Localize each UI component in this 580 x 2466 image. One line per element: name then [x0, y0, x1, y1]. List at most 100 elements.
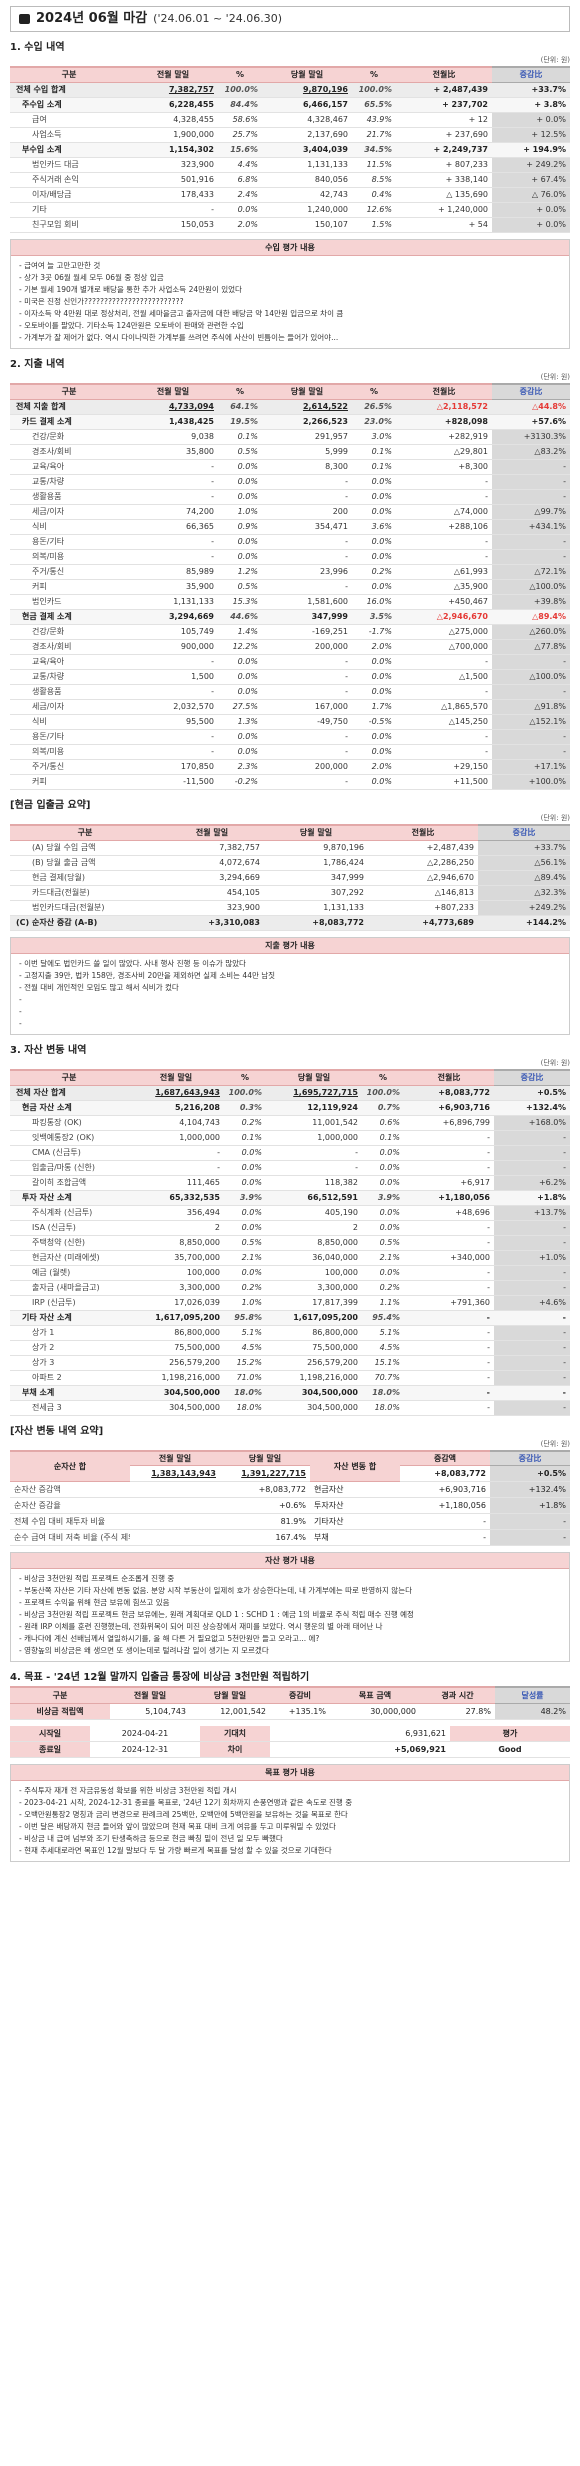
row-label: 경조사/회비 — [10, 639, 128, 655]
amount-cell: 1,131,133 — [262, 157, 352, 173]
row-label: 주식거래 손익 — [10, 172, 128, 188]
row-label: 아파트 2 — [10, 1370, 128, 1386]
percent-cell: 71.0% — [224, 1370, 266, 1386]
change-rate-cell: - — [492, 549, 570, 565]
amount-cell: 356,494 — [128, 1205, 224, 1221]
amount-cell: 86,800,000 — [266, 1325, 362, 1341]
percent-cell: 26.5% — [352, 399, 396, 415]
change-amount-cell: - — [404, 1235, 494, 1251]
change-amount-cell: △145,250 — [396, 714, 492, 730]
amount-cell: +3,310,083 — [160, 915, 264, 931]
amount-cell: - — [262, 489, 352, 505]
row-label: 주택청약 (신한) — [10, 1235, 128, 1251]
percent-cell: 0.0% — [352, 684, 396, 700]
assets-header-row: 구분 전월 말일% 당월 말일% 전월比 증감比 — [10, 1069, 570, 1086]
change-amount-cell: △275,000 — [396, 624, 492, 640]
table-row: 주거/통신 85,989 1.2% 23,996 0.2% △61,993 △72.1% — [10, 564, 570, 580]
row-label: 현금 결제(당월) — [10, 870, 160, 886]
row-label: 법인카드대금(전월분) — [10, 900, 160, 916]
table-row: 전세금 3 304,500,000 18.0% 304,500,000 18.0% - - — [10, 1400, 570, 1416]
change-amount-cell: + 2,249,737 — [396, 142, 492, 158]
amount-cell: 66,512,591 — [266, 1190, 362, 1206]
amount-cell: 100,000 — [266, 1265, 362, 1281]
row-label: 갈이히 조합금액 — [10, 1175, 128, 1191]
note-item: 가계부가 잘 제어가 없다. 역시 다이나믹한 가계부를 쓰려면 주식에 사산이… — [19, 332, 561, 344]
subtotal-row: 주수입 소계 6,228,455 84.4% 6,466,157 65.5% + 237,… — [10, 97, 570, 113]
percent-cell: 1.1% — [362, 1295, 404, 1311]
table-row: 친구모임 회비 150,053 2.0% 150,107 1.5% + 54 + 0.0% — [10, 217, 570, 233]
change-amount-cell: - — [396, 534, 492, 550]
amount-cell: 5,999 — [262, 444, 352, 460]
amount-cell: 111,465 — [128, 1175, 224, 1191]
percent-cell: 0.5% — [362, 1235, 404, 1251]
amount-cell: 85,989 — [128, 564, 218, 580]
change-rate-cell: - — [492, 459, 570, 475]
change-rate-cell: - — [494, 1370, 570, 1386]
row-label: 의복/미용 — [10, 549, 128, 565]
prev-col: 전월 말일 — [130, 1449, 220, 1467]
amount-cell: 501,916 — [128, 172, 218, 188]
amount-cell: 170,850 — [128, 759, 218, 775]
amount-cell: - — [262, 654, 352, 670]
percent-cell: 64.1% — [218, 399, 262, 415]
summary-label: 순수 급여 대비 저축 비율 (주식 제외) — [10, 1529, 130, 1547]
change-rate-cell: △100.0% — [492, 579, 570, 595]
percent-cell: 0.1% — [224, 1130, 266, 1146]
report-header: 2024년 06월 마감 ('24.06.01 ~ '24.06.30) — [10, 6, 570, 32]
amount-cell: - — [262, 549, 352, 565]
row-label: 출자금 (새마을금고) — [10, 1280, 128, 1296]
curr-col: 당월 말일 — [220, 1449, 310, 1467]
percent-cell: 18.0% — [362, 1385, 404, 1401]
total-row: 전체 자산 합계 1,687,643,943 100.0% 1,695,727,715… — [10, 1085, 570, 1101]
change-rate-cell: - — [494, 1340, 570, 1356]
income-notes: 수입 평가 내용 급여여 늘 고만고만한 것상가 3곳 06월 월세 모두 06… — [10, 238, 570, 349]
change-amount-cell: - — [404, 1325, 494, 1341]
table-row: 식비 95,500 1.3% -49,750 -0.5% △145,250 △152.1% — [10, 714, 570, 730]
table-row: 주거/통신 170,850 2.3% 200,000 2.0% +29,150 +17.1% — [10, 759, 570, 775]
amount-cell: 9,038 — [128, 429, 218, 445]
row-label: 투자 자산 소계 — [10, 1190, 128, 1206]
percent-cell: 8.5% — [352, 172, 396, 188]
percent-cell: 0.2% — [362, 1280, 404, 1296]
percent-cell: -1.7% — [352, 624, 396, 640]
amount-cell: - — [128, 744, 218, 760]
table-row: CMA (신금투) -0.0% -0.0% - - — [10, 1145, 570, 1161]
percent-cell: 0.2% — [224, 1115, 266, 1131]
expect-label: 기대치 — [200, 1725, 270, 1743]
row-label: 이자/배당금 — [10, 187, 128, 203]
percent-cell: 0.0% — [224, 1145, 266, 1161]
col-header: 증감比 — [478, 824, 570, 841]
percent-cell: 100.0% — [224, 1085, 266, 1101]
percent-cell: 3.9% — [362, 1190, 404, 1206]
change-amount-cell: +791,360 — [404, 1295, 494, 1311]
change-amount-cell: - — [404, 1265, 494, 1281]
table-row: IRP (신금투) 17,026,039 1.0% 17,817,399 1.1% +79… — [10, 1295, 570, 1311]
change-amount-cell: +6,903,716 — [404, 1100, 494, 1116]
amount-cell: 2,266,523 — [262, 414, 352, 430]
percent-cell: 3.0% — [352, 429, 396, 445]
table-row: 기타 -0.0% 1,240,000 12.6% + 1,240,000 + 0.0% — [10, 202, 570, 218]
amount-cell: 2,614,522 — [262, 399, 352, 415]
percent-cell: 100.0% — [218, 82, 262, 98]
cashflow-body: (A) 당월 수입 금액 7,382,757 9,870,196 +2,487,439… — [10, 840, 570, 931]
goal-heading: 4. 목표 - '24년 12월 말까지 입출금 통장에 비상금 3천만원 적립… — [10, 1672, 310, 1684]
percent-cell: 2.1% — [362, 1250, 404, 1266]
change-amount-cell: - — [396, 489, 492, 505]
assets-table: 구분 전월 말일% 당월 말일% 전월比 증감比 전체 자산 합계 1,687,643,9… — [10, 1069, 570, 1416]
row-label: 급여 — [10, 112, 128, 128]
row-label: ISA (신금투) — [10, 1220, 128, 1236]
summary-value: +1.8% — [490, 1497, 570, 1515]
report-period: ('24.06.01 ~ '24.06.30) — [153, 12, 282, 26]
change-amount-cell: + 338,140 — [396, 172, 492, 188]
amount-cell: 12,119,924 — [266, 1100, 362, 1116]
row-label: 건강/문화 — [10, 429, 128, 445]
change-rate-cell: +57.6% — [492, 414, 570, 430]
change-amount-cell: △2,286,250 — [368, 855, 478, 871]
change-rate-cell: +33.7% — [492, 82, 570, 98]
change-amount-cell: △2,118,572 — [396, 399, 492, 415]
eval-value: Good — [450, 1741, 570, 1759]
goal-label: 비상금 적립액 — [10, 1703, 110, 1720]
col-header: % — [352, 66, 396, 83]
row-label: 식비 — [10, 519, 128, 535]
percent-cell: 3.6% — [352, 519, 396, 535]
